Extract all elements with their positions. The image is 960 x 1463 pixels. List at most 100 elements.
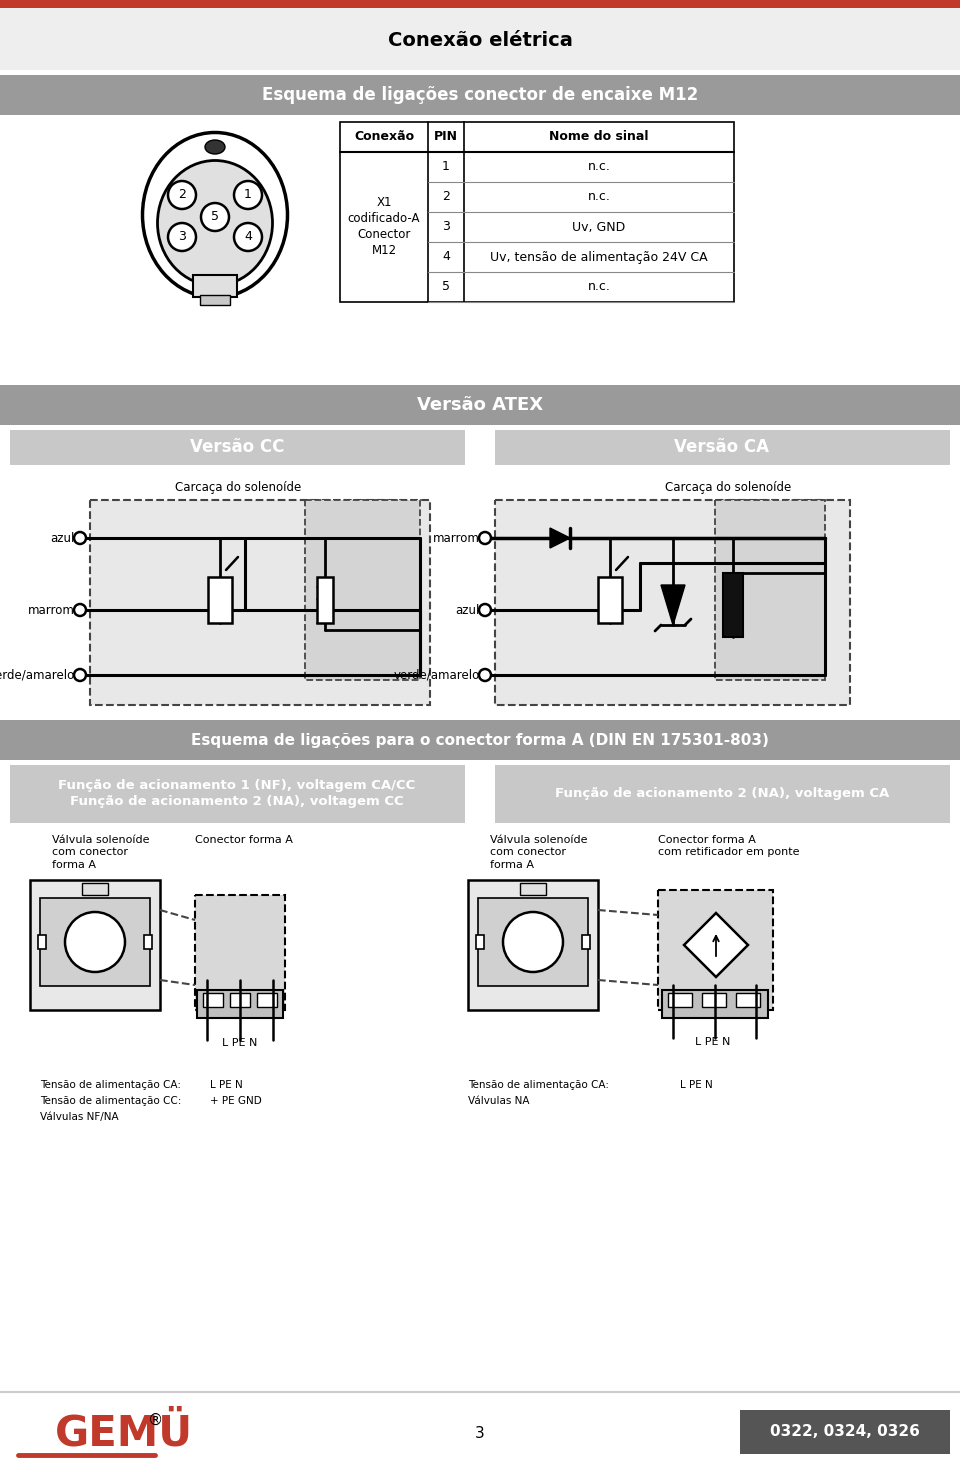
Bar <box>208 576 232 623</box>
Polygon shape <box>661 585 685 625</box>
Circle shape <box>479 669 491 680</box>
Circle shape <box>234 181 262 209</box>
Text: marrom: marrom <box>433 531 480 544</box>
Circle shape <box>234 222 262 252</box>
Text: L PE N: L PE N <box>223 1039 257 1048</box>
Bar <box>193 275 237 297</box>
Text: Válvulas NA: Válvulas NA <box>468 1096 530 1106</box>
Text: n.c.: n.c. <box>588 281 611 294</box>
Text: 4: 4 <box>244 231 252 243</box>
Text: azul: azul <box>51 531 75 544</box>
Text: marrom: marrom <box>28 604 75 616</box>
Bar <box>144 935 152 949</box>
Text: Tensão de alimentação CC:: Tensão de alimentação CC: <box>40 1096 181 1106</box>
Bar <box>520 884 546 895</box>
Ellipse shape <box>157 161 273 285</box>
Bar <box>340 121 734 301</box>
Bar <box>476 935 484 949</box>
Text: Esquema de ligações para o conector forma A (DIN EN 175301-803): Esquema de ligações para o conector form… <box>191 733 769 748</box>
Text: azul: azul <box>456 604 480 616</box>
Bar <box>10 430 465 465</box>
Bar <box>40 898 150 986</box>
Circle shape <box>168 222 196 252</box>
Text: L PE N: L PE N <box>210 1080 243 1090</box>
Bar <box>702 993 726 1007</box>
Text: Função de acionamento 1 (NF), voltagem CA/CC
Função de acionamento 2 (NA), volta: Função de acionamento 1 (NF), voltagem C… <box>59 780 416 809</box>
Text: verde/amarelo: verde/amarelo <box>0 669 75 682</box>
Text: 1: 1 <box>244 189 252 202</box>
Circle shape <box>74 669 86 680</box>
Text: Válvulas NF/NA: Válvulas NF/NA <box>40 1112 119 1122</box>
Bar <box>30 881 160 1009</box>
Bar <box>478 898 588 986</box>
Text: n.c.: n.c. <box>588 190 611 203</box>
Bar <box>230 993 250 1007</box>
Bar <box>38 935 46 949</box>
Bar <box>305 500 420 680</box>
Text: 0322, 0324, 0326: 0322, 0324, 0326 <box>770 1425 920 1440</box>
Text: Versão CC: Versão CC <box>190 437 284 456</box>
Bar <box>197 990 283 1018</box>
Circle shape <box>168 181 196 209</box>
Text: L PE N: L PE N <box>695 1037 731 1048</box>
Bar <box>257 993 277 1007</box>
Text: 4: 4 <box>442 250 450 263</box>
Text: 5: 5 <box>211 211 219 224</box>
Bar <box>200 296 230 304</box>
Text: 3: 3 <box>442 221 450 234</box>
Ellipse shape <box>142 133 287 297</box>
Polygon shape <box>550 528 570 549</box>
Ellipse shape <box>205 140 225 154</box>
Text: Uv, GND: Uv, GND <box>572 221 626 234</box>
Text: ®: ® <box>148 1412 163 1428</box>
Bar <box>82 884 108 895</box>
Text: Tensão de alimentação CA:: Tensão de alimentação CA: <box>468 1080 609 1090</box>
Bar <box>90 500 430 705</box>
Text: Válvula solenoíde
com conector
forma A: Válvula solenoíde com conector forma A <box>490 835 588 870</box>
Bar <box>715 500 825 680</box>
Circle shape <box>479 533 491 544</box>
Text: Conexão: Conexão <box>354 130 414 143</box>
Text: Versão CA: Versão CA <box>675 437 770 456</box>
Bar <box>723 573 743 636</box>
Text: 1: 1 <box>442 161 450 174</box>
Bar <box>740 1410 950 1454</box>
Bar <box>0 75 960 116</box>
Text: Nome do sinal: Nome do sinal <box>549 130 649 143</box>
Circle shape <box>65 911 125 971</box>
Text: Carcaça do solenoíde: Carcaça do solenoíde <box>175 480 301 493</box>
Polygon shape <box>684 913 748 977</box>
Circle shape <box>74 604 86 616</box>
Text: Conector forma A: Conector forma A <box>195 835 293 846</box>
Text: Versão ATEX: Versão ATEX <box>417 396 543 414</box>
Bar <box>10 765 465 824</box>
Bar <box>495 765 950 824</box>
Text: Conexão elétrica: Conexão elétrica <box>388 31 572 50</box>
Text: Tensão de alimentação CA:: Tensão de alimentação CA: <box>40 1080 181 1090</box>
Text: Uv, tensão de alimentação 24V CA: Uv, tensão de alimentação 24V CA <box>491 250 708 263</box>
Bar <box>0 0 960 7</box>
Text: GEMÜ: GEMÜ <box>55 1412 193 1454</box>
Bar <box>598 576 622 623</box>
Text: + PE GND: + PE GND <box>210 1096 262 1106</box>
Text: Função de acionamento 2 (NA), voltagem CA: Função de acionamento 2 (NA), voltagem C… <box>555 787 889 800</box>
Circle shape <box>74 533 86 544</box>
Bar <box>736 993 760 1007</box>
Bar <box>0 7 960 70</box>
Bar <box>582 935 590 949</box>
Bar <box>668 993 692 1007</box>
Bar <box>468 881 598 1009</box>
Text: Válvula solenoíde
com conector
forma A: Válvula solenoíde com conector forma A <box>52 835 150 870</box>
Text: 3: 3 <box>475 1425 485 1441</box>
Text: verde/amarelo: verde/amarelo <box>394 669 480 682</box>
Bar <box>662 990 768 1018</box>
Text: Conector forma A
com retificador em ponte: Conector forma A com retificador em pont… <box>658 835 800 857</box>
Text: 3: 3 <box>178 231 186 243</box>
Text: X1
codificado-A
Conector
M12: X1 codificado-A Conector M12 <box>348 196 420 257</box>
Text: 2: 2 <box>178 189 186 202</box>
Bar <box>203 993 223 1007</box>
Bar <box>0 720 960 759</box>
Text: PIN: PIN <box>434 130 458 143</box>
Text: L PE N: L PE N <box>680 1080 712 1090</box>
Text: 2: 2 <box>442 190 450 203</box>
